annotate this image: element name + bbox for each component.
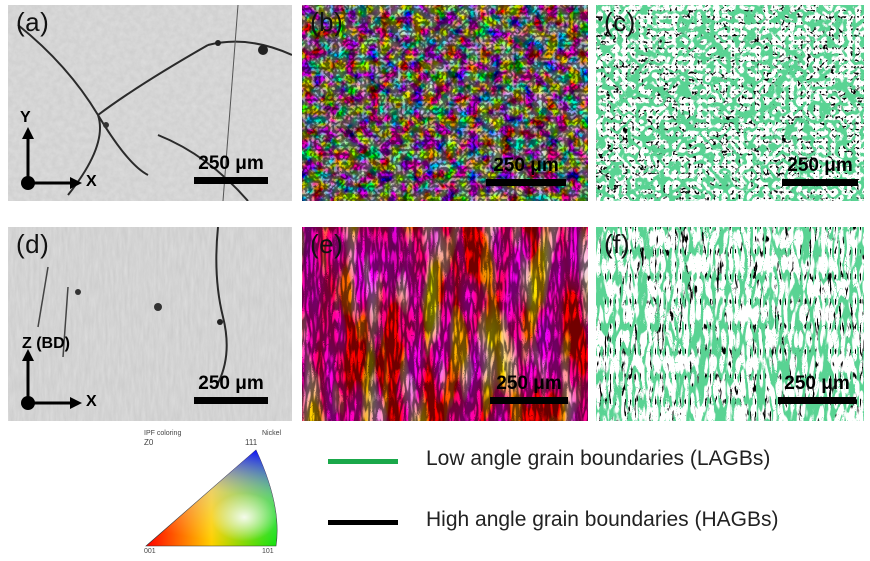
legend-item-lagb: Low angle grain boundaries (LAGBs) xyxy=(328,447,868,477)
coordinate-axes-icon xyxy=(21,127,82,190)
scale-bar-label: 250 μm xyxy=(198,153,264,174)
ipf-key-header-right: Nickel xyxy=(262,430,282,437)
scale-bar-line xyxy=(778,397,856,404)
optical-texture-a xyxy=(8,5,292,201)
coordinate-axes-icon xyxy=(21,349,82,410)
scale-bar-line xyxy=(490,397,568,404)
panel-label: (f) xyxy=(604,229,631,259)
scale-bar-label: 250 μm xyxy=(198,373,264,394)
legend-swatch-hagb xyxy=(328,520,398,525)
optical-texture-d xyxy=(8,227,292,421)
scale-bar-label: 250 μm xyxy=(784,373,850,394)
panel-e-ipf-map: (e) 250 μm xyxy=(302,227,588,421)
panel-f-grain-boundary-map: (f) 250 μm xyxy=(596,227,864,421)
legend-label-lagb: Low angle grain boundaries (LAGBs) xyxy=(426,447,771,470)
ipf-corner-label-101: 101 xyxy=(262,548,274,555)
scale-bar: 250 μm xyxy=(778,373,856,404)
scale-bar: 250 μm xyxy=(486,155,566,186)
scale-bar: 250 μm xyxy=(194,153,268,184)
ipf-triangle xyxy=(145,449,278,547)
boundary-texture-c xyxy=(596,5,864,201)
panel-label: (e) xyxy=(310,229,344,259)
scale-bar-line xyxy=(194,177,268,184)
axis-label-horizontal: X xyxy=(86,173,97,190)
panel-a-optical-micrograph: (a) Y X 250 μm xyxy=(8,5,292,201)
panel-label: (b) xyxy=(310,7,344,37)
axis-label-horizontal: X xyxy=(86,393,97,410)
scale-bar: 250 μm xyxy=(782,155,858,186)
ipf-texture-e xyxy=(302,227,588,421)
legend-item-hagb: High angle grain boundaries (HAGBs) xyxy=(328,508,868,538)
panel-label: (c) xyxy=(604,7,636,37)
scale-bar-line xyxy=(194,397,268,404)
panel-c-grain-boundary-map: (c) 250 μm xyxy=(596,5,864,201)
scale-bar-label: 250 μm xyxy=(493,155,559,176)
scale-bar-label: 250 μm xyxy=(496,373,562,394)
ipf-key-header-sub: Z0 xyxy=(144,438,154,447)
scale-bar-line xyxy=(486,179,566,186)
panel-label: (d) xyxy=(16,229,50,259)
panel-b-ipf-map: (b) 250 μm xyxy=(302,5,588,201)
ipf-corner-label-111: 111 xyxy=(245,438,258,447)
ipf-corner-label-001: 001 xyxy=(144,548,156,555)
legend-swatch-lagb xyxy=(328,459,398,464)
scale-bar: 250 μm xyxy=(194,373,268,404)
legend-label-hagb: High angle grain boundaries (HAGBs) xyxy=(426,508,779,531)
ipf-color-key: IPF coloring Nickel Z0 111 001 101 xyxy=(140,428,290,558)
ipf-key-header-left: IPF coloring xyxy=(144,430,182,437)
scale-bar-label: 250 μm xyxy=(787,155,853,176)
axis-label-vertical: Z (BD) xyxy=(22,335,70,352)
scale-bar: 250 μm xyxy=(490,373,568,404)
ipf-texture-b xyxy=(302,5,588,201)
panel-label: (a) xyxy=(16,7,50,37)
panel-d-optical-micrograph: (d) Z (BD) X 250 μm xyxy=(8,227,292,421)
axis-label-vertical: Y xyxy=(20,109,31,126)
scale-bar-line xyxy=(782,179,858,186)
boundary-texture-f xyxy=(596,227,864,421)
